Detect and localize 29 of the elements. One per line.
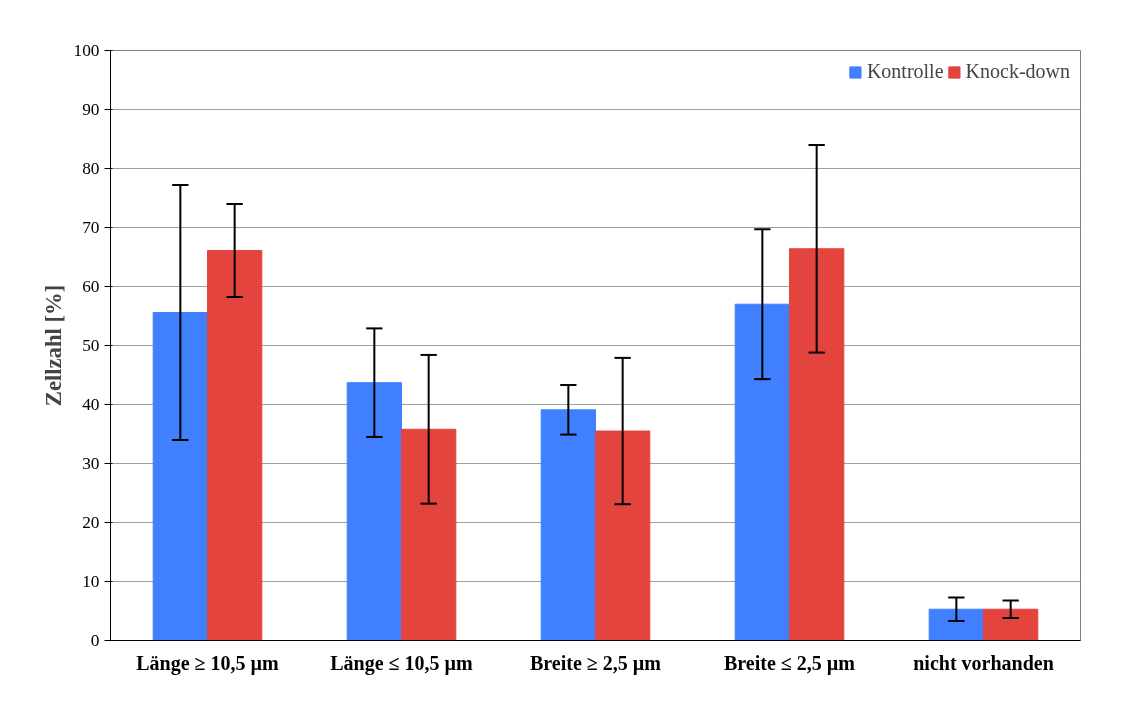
- x-tick-label: Breite ≥ 2,5 µm: [530, 651, 662, 675]
- x-tick-label: Länge ≤ 10,5 µm: [330, 651, 474, 675]
- x-tick-label: Länge ≥ 10,5 µm: [136, 651, 280, 675]
- legend-label: Kontrolle: [866, 60, 944, 83]
- y-axis-title: Zellzahl [%]: [40, 284, 66, 407]
- bar: [152, 311, 208, 641]
- bar: [346, 382, 402, 641]
- y-tick-label: 60: [82, 277, 100, 296]
- bar: [540, 409, 596, 641]
- bar: [401, 428, 457, 641]
- y-tick-label: 10: [82, 572, 100, 591]
- bar: [595, 430, 651, 641]
- y-tick-label: 20: [82, 513, 100, 532]
- y-tick-label: 100: [73, 41, 100, 60]
- y-tick-label: 40: [82, 395, 100, 414]
- y-tick-label: 70: [82, 218, 100, 237]
- bar: [789, 248, 845, 641]
- y-tick-label: 90: [82, 100, 100, 119]
- y-tick-label: 30: [82, 454, 100, 473]
- legend-label: Knock-down: [965, 60, 1070, 83]
- bar: [207, 250, 263, 641]
- y-tick-label: 50: [82, 336, 100, 355]
- x-tick-label: Breite ≤ 2,5 µm: [724, 651, 856, 675]
- y-tick-label: 0: [90, 631, 100, 650]
- bar: [983, 608, 1039, 641]
- bar: [734, 303, 790, 641]
- x-tick-label: nicht vorhanden: [913, 651, 1054, 674]
- y-tick-label: 80: [82, 159, 100, 178]
- bar: [928, 608, 984, 641]
